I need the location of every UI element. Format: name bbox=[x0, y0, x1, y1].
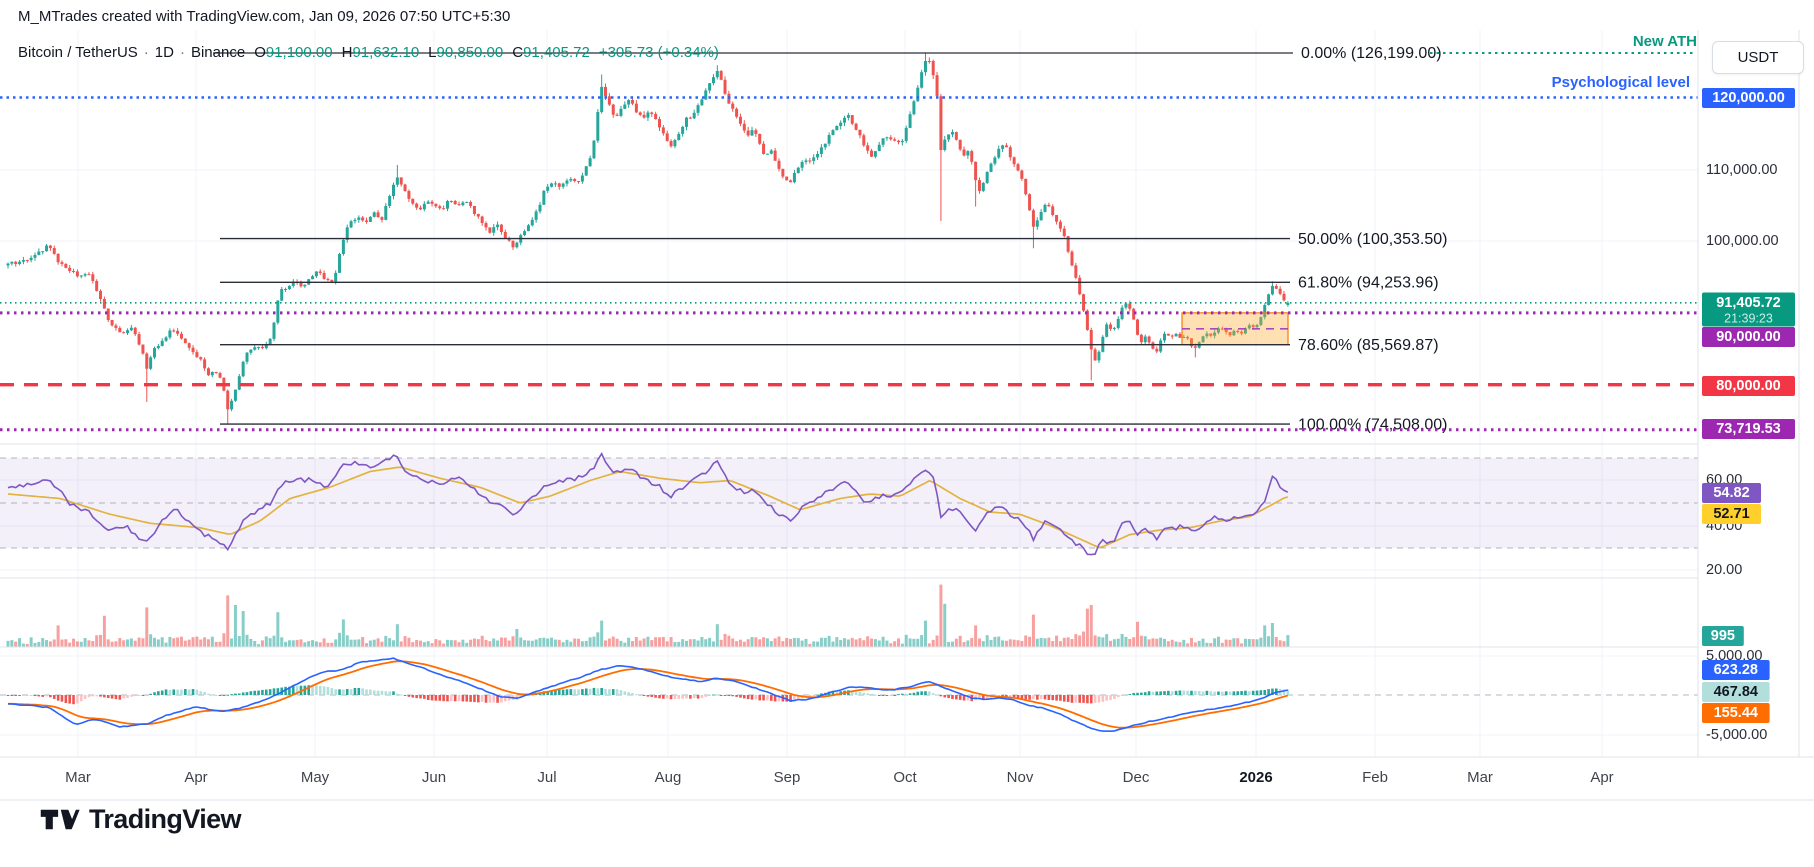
price-chip-623.28 bbox=[1702, 660, 1770, 680]
watermark-credit: M_MTrades created with TradingView.com, … bbox=[18, 8, 511, 25]
symbol-name[interactable]: Bitcoin / TetherUS bbox=[18, 44, 138, 61]
price-chip-467.84 bbox=[1702, 682, 1770, 702]
time-label-Oct: Oct bbox=[893, 769, 917, 786]
change-value: +305.73 (+0.34%) bbox=[598, 44, 719, 61]
separator-dot: · bbox=[143, 44, 149, 61]
new-ath-label[interactable]: New ATH bbox=[1632, 33, 1697, 50]
exchange[interactable]: Binance bbox=[190, 44, 246, 61]
time-label-Apr: Apr bbox=[184, 769, 207, 786]
psychological-level-label[interactable]: Psychological level bbox=[1551, 74, 1690, 91]
axis-tick-20.00: 20.00 bbox=[1706, 562, 1742, 578]
price-chip-995 bbox=[1702, 626, 1744, 646]
rsi-indicator bbox=[7, 452, 1289, 556]
price-chip-52.71 bbox=[1702, 504, 1761, 524]
price-chip-text: 52.71 bbox=[1713, 506, 1749, 522]
price-chip-text: 91,405.72 bbox=[1716, 295, 1781, 311]
volume-series bbox=[6, 584, 1290, 647]
time-scale[interactable]: Mar Apr May Jun Jul Aug Sep Oct Nov Dec 2026 Feb Mar… bbox=[65, 769, 1614, 786]
time-label-2026: 2026 bbox=[1239, 769, 1272, 786]
price-chip-91,405.72 bbox=[1702, 292, 1795, 327]
macd-line bbox=[7, 657, 1289, 733]
price-chip-text: 90,000.00 bbox=[1716, 329, 1781, 345]
price-chip-text: 995 bbox=[1711, 628, 1735, 644]
price-chip-54.82 bbox=[1702, 483, 1761, 503]
candlestick-series bbox=[6, 53, 1290, 425]
gridlines bbox=[0, 30, 1698, 757]
time-label-Mar: Mar bbox=[65, 769, 91, 786]
price-chip-text: 467.84 bbox=[1714, 684, 1758, 700]
rsi-band bbox=[0, 457, 1698, 696]
time-label-Jun: Jun bbox=[422, 769, 446, 786]
fib-label-50: 50.00% (100,353.50) bbox=[1298, 231, 1447, 248]
fib-label-61.8: 61.80% (94,253.96) bbox=[1298, 275, 1439, 292]
time-label-May: May bbox=[301, 769, 330, 786]
high-label: H bbox=[341, 44, 353, 61]
fib-label-0: 0.00% (126,199.00) bbox=[1301, 45, 1442, 62]
price-chip-text: 54.82 bbox=[1713, 485, 1749, 501]
time-label-Jul: Jul bbox=[537, 769, 556, 786]
price-chip-155.44 bbox=[1702, 703, 1770, 723]
open-label: O bbox=[254, 44, 266, 61]
pane-dividers bbox=[0, 443, 1698, 648]
price-chip-text: 120,000.00 bbox=[1712, 90, 1785, 106]
symbol-info-bar: Bitcoin / TetherUS · 1D · Binance O91,100.00 H… bbox=[18, 44, 719, 61]
countdown-text: 21:39:23 bbox=[1724, 311, 1773, 325]
time-label-Feb: Feb bbox=[1362, 769, 1388, 786]
currency-toggle-button[interactable]: USDT bbox=[1712, 41, 1804, 74]
fib-label-100: 100.00% (74,508.00) bbox=[1298, 416, 1447, 433]
low-value: 90,850.00 bbox=[436, 44, 504, 61]
high-value: 91,632.10 bbox=[352, 44, 420, 61]
fib-label-78.6: 78.60% (85,569.87) bbox=[1298, 337, 1439, 354]
price-chip-text: 73,719.53 bbox=[1716, 421, 1781, 437]
rsi-ma-line bbox=[7, 466, 1289, 549]
close-value: 91,405.72 bbox=[523, 44, 590, 61]
tradingview-logo-icon bbox=[40, 809, 80, 830]
price-chip-80,000.00 bbox=[1702, 376, 1795, 396]
tradingview-logo[interactable]: TradingView bbox=[40, 804, 242, 835]
time-label-Mar: Mar bbox=[1467, 769, 1493, 786]
price-chip-text: 623.28 bbox=[1714, 662, 1758, 678]
fib-retracement[interactable]: 0.00% (126,199.00) 50.00% (100,353.50) 61.… bbox=[213, 45, 1694, 433]
time-label-Dec: Dec bbox=[1123, 769, 1150, 786]
price-chip-text: 80,000.00 bbox=[1716, 378, 1781, 394]
open-value: 91,100.00 bbox=[265, 44, 333, 61]
interval[interactable]: 1D bbox=[154, 44, 174, 61]
price-scale[interactable]: 110,000.00100,000.0060.0040.0020.005,000… bbox=[0, 30, 1814, 801]
time-label-Apr: Apr bbox=[1590, 769, 1613, 786]
time-label-Sep: Sep bbox=[774, 769, 801, 786]
price-chip-120,000.00 bbox=[1702, 88, 1795, 108]
low-label: L bbox=[428, 44, 437, 61]
price-chip-90,000.00 bbox=[1702, 327, 1795, 347]
price-chip-text: 155.44 bbox=[1714, 705, 1758, 721]
axis-tick-5,000.00: 5,000.00 bbox=[1706, 648, 1762, 664]
axis-tick-100,000.00: 100,000.00 bbox=[1706, 233, 1779, 249]
separator-dot: · bbox=[179, 44, 185, 61]
axis-tick--5,000.00: -5,000.00 bbox=[1706, 727, 1767, 743]
price-chip-73,719.53 bbox=[1702, 419, 1795, 439]
close-label: C bbox=[512, 44, 524, 61]
tradingview-logo-text: TradingView bbox=[89, 804, 242, 834]
time-label-Nov: Nov bbox=[1007, 769, 1034, 786]
time-label-Aug: Aug bbox=[655, 769, 682, 786]
macd-lines bbox=[7, 657, 1289, 733]
horizontal-levels[interactable] bbox=[0, 96, 1698, 432]
rsi-line bbox=[7, 452, 1289, 556]
macd-histogram bbox=[6, 685, 1290, 705]
axis-tick-110,000.00: 110,000.00 bbox=[1706, 162, 1778, 178]
highlight-zone[interactable] bbox=[1181, 312, 1289, 346]
